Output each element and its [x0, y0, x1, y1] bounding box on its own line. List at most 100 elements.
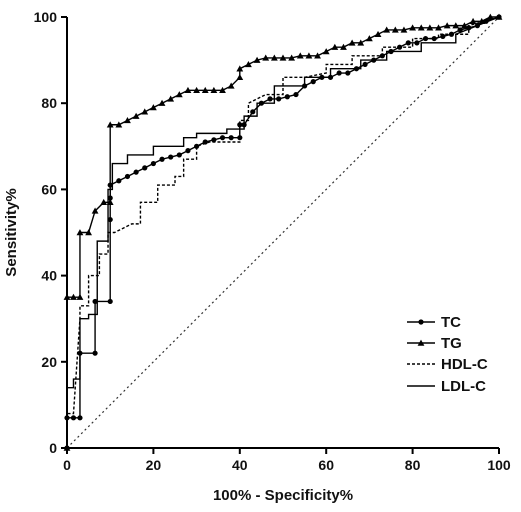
data-point-tc: [414, 40, 420, 46]
data-point-tg: [374, 30, 382, 37]
data-point-tc: [228, 135, 234, 141]
data-point-tc: [168, 154, 174, 160]
y-tick-label: 20: [41, 354, 57, 370]
x-tick-label: 100: [487, 457, 511, 473]
data-point-tg: [296, 52, 304, 59]
x-axis-title: 100% - Specificity%: [213, 487, 353, 504]
y-tick-label: 0: [49, 440, 57, 456]
x-tick-label: 40: [232, 457, 248, 473]
data-point-tg: [210, 86, 218, 93]
data-point-tg: [426, 24, 434, 31]
data-point-tg: [400, 26, 408, 33]
legend-marker: [418, 319, 424, 325]
data-point-tg: [91, 207, 99, 214]
y-tick-label: 80: [41, 95, 57, 111]
data-point-tg: [417, 24, 425, 31]
data-point-tc: [150, 160, 156, 167]
data-point-tg: [288, 54, 296, 61]
data-point-tg: [461, 22, 468, 29]
data-point-tg: [279, 54, 287, 61]
series-ldl-c: [66, 16, 500, 448]
data-point-tg: [175, 91, 183, 98]
data-point-tg: [443, 22, 451, 29]
data-point-tg: [314, 52, 321, 59]
data-point-tc: [219, 135, 226, 141]
legend-label: TC: [441, 314, 461, 331]
data-point-tc: [159, 156, 165, 162]
data-point-tc: [107, 298, 113, 305]
data-point-tg: [201, 86, 209, 93]
data-point-tc: [70, 415, 77, 421]
data-point-tg: [236, 73, 244, 81]
ticks-layer: 0 20 40 60 80 100 0 20 40 60 80 100: [34, 9, 511, 473]
data-point-tg: [158, 99, 166, 106]
reference-diagonal-line: [66, 16, 500, 449]
data-point-tc: [92, 350, 98, 356]
series-line-hdl-c: [66, 16, 500, 448]
legend-item-tg: TG: [407, 335, 462, 352]
data-point-tg: [106, 121, 114, 128]
data-point-tg: [486, 13, 494, 20]
data-point-tg: [227, 82, 235, 89]
data-point-tg: [76, 229, 84, 236]
data-point-tg: [340, 43, 347, 50]
data-point-tg: [331, 43, 339, 50]
data-point-tc: [362, 61, 368, 68]
data-point-tc: [194, 143, 200, 149]
data-point-tc: [142, 165, 148, 171]
x-tick-label: 60: [318, 457, 334, 473]
data-point-tg: [236, 65, 244, 72]
data-point-tg: [70, 293, 77, 300]
data-point-tc: [116, 178, 122, 184]
legend-item-ldl-c: LDL-C: [407, 378, 486, 395]
legend-item-tc: TC: [407, 314, 461, 331]
legend-label: LDL-C: [441, 378, 486, 395]
legend-label: HDL-C: [441, 356, 488, 373]
y-tick-label: 40: [41, 268, 57, 284]
data-point-tc: [440, 33, 446, 39]
series-layer: [63, 13, 503, 451]
legend-item-hdl-c: HDL-C: [407, 356, 488, 373]
legend: TC TG HDL-C LDL-C: [407, 314, 488, 395]
data-point-tg: [383, 26, 391, 33]
data-point-tc: [293, 91, 299, 98]
data-point-tg: [366, 35, 373, 42]
data-point-tc: [405, 40, 411, 46]
axes: [66, 17, 499, 449]
data-point-tc: [124, 173, 131, 180]
data-point-tg: [270, 54, 278, 61]
data-point-tg: [141, 108, 149, 115]
data-point-tc: [345, 70, 351, 76]
legend-marker: [417, 339, 425, 346]
data-point-tg: [322, 48, 330, 55]
series-line-ldl-c: [66, 16, 500, 448]
data-point-tg: [193, 86, 200, 93]
data-point-tg: [391, 26, 399, 33]
data-point-tg: [184, 86, 192, 93]
legend-label: TG: [441, 335, 462, 352]
data-point-tg: [435, 24, 442, 31]
data-point-tc: [107, 216, 113, 223]
data-point-tc: [77, 415, 83, 421]
x-tick-label: 20: [146, 457, 162, 473]
y-tick-label: 60: [41, 181, 57, 197]
data-point-tg: [305, 52, 313, 59]
data-point-tg: [76, 293, 84, 300]
series-hdl-c: [66, 16, 500, 448]
reference-line-layer: [66, 16, 500, 449]
data-point-tg: [124, 117, 131, 124]
data-point-tc: [250, 109, 256, 115]
data-point-tg: [409, 24, 416, 31]
data-point-tg: [100, 198, 108, 206]
data-point-tg: [219, 86, 226, 93]
data-point-tg: [262, 54, 270, 61]
data-point-tc: [133, 169, 139, 175]
data-point-tc: [92, 298, 98, 305]
data-point-tg: [348, 39, 356, 46]
data-point-tg: [245, 61, 252, 68]
data-point-tc: [237, 122, 243, 128]
data-point-tc: [185, 148, 191, 154]
data-point-tc: [310, 79, 316, 85]
y-tick-label: 100: [34, 9, 58, 25]
